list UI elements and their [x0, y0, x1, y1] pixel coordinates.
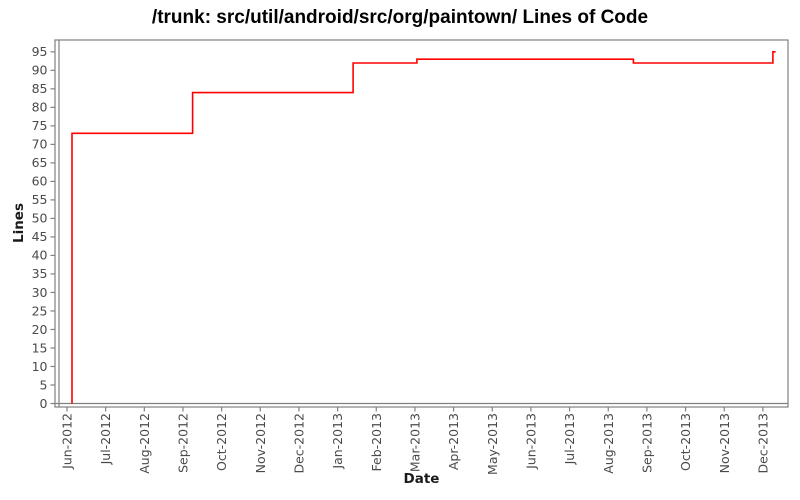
- y-tick-label: 10: [32, 359, 48, 374]
- y-tick-label: 0: [40, 396, 48, 411]
- x-tick-label: Sep-2012: [176, 413, 191, 473]
- x-tick-label: Jul-2013: [562, 413, 577, 465]
- x-tick-label: Aug-2012: [137, 413, 152, 474]
- x-tick-label: Apr-2013: [446, 413, 461, 470]
- x-tick-label: Feb-2013: [369, 413, 384, 471]
- x-axis-title: Date: [403, 471, 440, 487]
- x-tick-label: Jul-2012: [98, 413, 113, 465]
- y-tick-label: 5: [40, 377, 48, 392]
- y-tick-label: 30: [32, 285, 48, 300]
- y-tick-label: 15: [32, 340, 48, 355]
- x-tick-label: Mar-2013: [408, 413, 423, 472]
- x-axis-ticks: Jun-2012 Jul-2012 Aug-2012 Sep-2012 Oct-2012…: [60, 407, 770, 475]
- y-tick-label: 85: [32, 81, 48, 96]
- y-tick-label: 65: [32, 155, 48, 170]
- y-tick-label: 25: [32, 303, 48, 318]
- y-tick-label: 80: [32, 100, 48, 115]
- plot-frame: [54, 39, 789, 408]
- y-tick-label: 20: [32, 322, 48, 337]
- x-tick-label: Nov-2013: [717, 413, 732, 473]
- x-tick-label: Jun-2013: [524, 413, 539, 470]
- x-tick-label: Oct-2012: [214, 413, 229, 471]
- y-axis-ticks: 0 5 10 15 20 25 30 35 40 45 50 55 60 65 70 75 80 85 90 95: [32, 44, 55, 411]
- x-tick-label: Sep-2013: [639, 413, 654, 473]
- y-tick-label: 70: [32, 137, 48, 152]
- y-tick-label: 55: [32, 192, 48, 207]
- x-tick-label: Aug-2013: [601, 413, 616, 474]
- x-tick-label: Dec-2013: [755, 413, 770, 474]
- y-tick-label: 50: [32, 211, 48, 226]
- y-tick-label: 40: [32, 248, 48, 263]
- y-tick-label: 45: [32, 229, 48, 244]
- chart-title: /trunk: src/util/android/src/org/paintow…: [151, 7, 649, 28]
- x-tick-label: Dec-2012: [292, 413, 307, 474]
- x-tick-label: May-2013: [485, 413, 500, 475]
- x-tick-label: Jan-2013: [330, 413, 345, 470]
- x-tick-label: Jun-2012: [60, 413, 75, 470]
- y-tick-label: 90: [32, 63, 48, 78]
- series-line-lines-of-code: [71, 50, 776, 404]
- y-tick-label: 95: [32, 44, 48, 59]
- x-tick-label: Nov-2012: [253, 413, 268, 473]
- x-tick-label: Oct-2013: [678, 413, 693, 471]
- y-tick-label: 60: [32, 174, 48, 189]
- y-tick-label: 35: [32, 266, 48, 281]
- y-tick-label: 75: [32, 118, 48, 133]
